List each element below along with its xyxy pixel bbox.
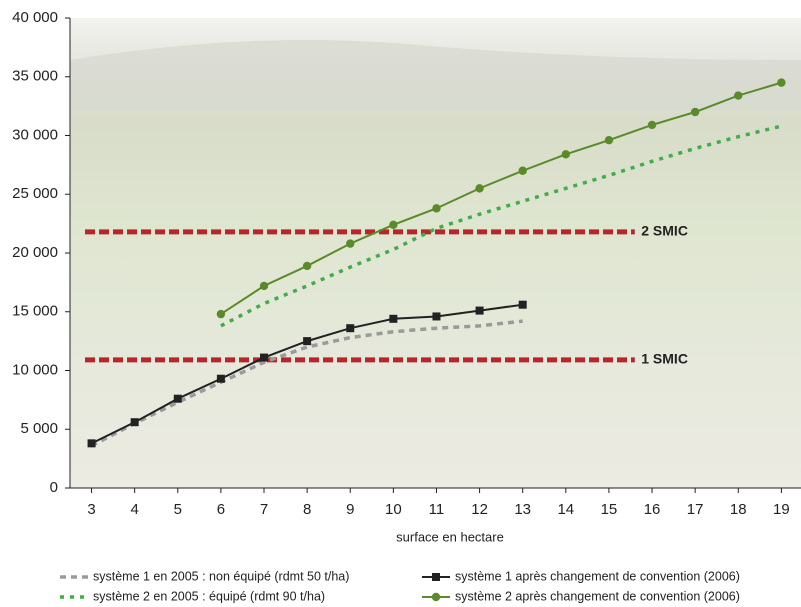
point <box>432 204 440 212</box>
point <box>303 337 311 345</box>
point <box>432 312 440 320</box>
point <box>260 282 268 290</box>
point <box>346 239 354 247</box>
y-tick-label: 10 000 <box>12 361 58 378</box>
y-tick-label: 20 000 <box>12 244 58 261</box>
point <box>518 167 526 175</box>
x-tick-label: 13 <box>514 501 531 518</box>
point <box>691 108 699 116</box>
legend-marker <box>432 593 440 601</box>
x-tick-label: 7 <box>260 501 268 518</box>
point <box>475 184 483 192</box>
legend-marker <box>432 573 440 581</box>
point <box>734 91 742 99</box>
x-tick-label: 11 <box>429 501 445 518</box>
x-tick-label: 14 <box>557 501 574 518</box>
chart: 0 5 000 10 000 15 000 20 000 25 000 30 000 35 0… <box>0 0 801 607</box>
y-tick-label: 0 <box>50 479 58 496</box>
y-tick-label: 40 000 <box>12 9 58 26</box>
point <box>217 375 225 383</box>
y-tick-label: 15 000 <box>12 303 58 320</box>
x-tick-label: 5 <box>174 501 182 518</box>
x-axis-label: surface en hectare <box>396 529 504 544</box>
x-tick-label: 6 <box>217 501 225 518</box>
x-tick-label: 17 <box>687 501 704 518</box>
x-tick-label: 12 <box>471 501 488 518</box>
x-tick-label: 3 <box>87 501 95 518</box>
point <box>303 262 311 270</box>
point <box>346 324 354 332</box>
x-tick-label: 16 <box>644 501 661 518</box>
point <box>476 307 484 315</box>
point <box>777 78 785 86</box>
point <box>260 354 268 362</box>
point <box>648 121 656 129</box>
x-tick-label: 8 <box>303 501 311 518</box>
y-tick-label: 30 000 <box>12 126 58 143</box>
legend-label: système 2 après changement de convention… <box>455 589 740 603</box>
reference-label: 2 SMIC <box>641 223 688 239</box>
point <box>389 221 397 229</box>
point <box>217 310 225 318</box>
x-tick-label: 10 <box>385 501 402 518</box>
x-tick-label: 19 <box>773 501 790 518</box>
point <box>88 439 96 447</box>
point <box>174 395 182 403</box>
point <box>519 301 527 309</box>
x-tick-label: 15 <box>601 501 618 518</box>
point <box>389 315 397 323</box>
point <box>131 418 139 426</box>
legend-label: système 1 en 2005 : non équipé (rdmt 50 … <box>93 569 349 583</box>
x-tick-label: 4 <box>130 501 138 518</box>
x-tick-label: 9 <box>346 501 354 518</box>
point <box>605 136 613 144</box>
y-tick-label: 35 000 <box>12 68 58 85</box>
y-tick-label: 25 000 <box>12 185 58 202</box>
point <box>562 150 570 158</box>
reference-label: 1 SMIC <box>641 351 688 367</box>
legend-label: système 1 après changement de convention… <box>455 569 740 583</box>
x-tick-label: 18 <box>730 501 747 518</box>
legend-label: système 2 en 2005 : équipé (rdmt 90 t/ha… <box>93 589 325 603</box>
y-tick-label: 5 000 <box>20 420 58 437</box>
